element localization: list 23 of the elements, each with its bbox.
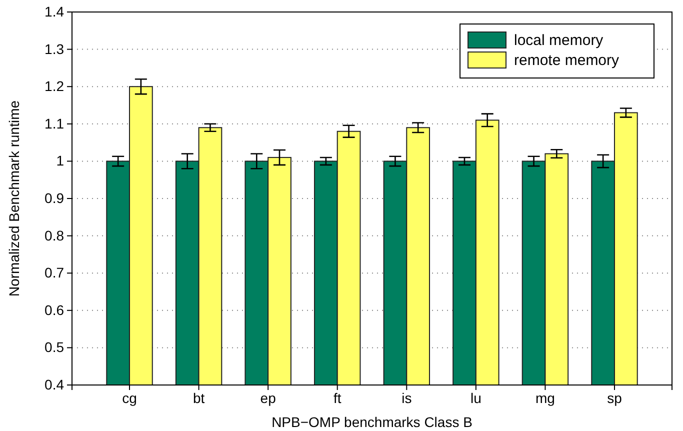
x-tick-label: mg [535,390,555,406]
y-tick-label: 1.3 [44,40,64,57]
y-tick-label: 0.4 [44,376,64,392]
x-tick-label: cg [122,390,137,406]
y-tick-label: 0.6 [44,302,64,318]
x-tick-label: lu [470,390,482,406]
legend-label: local memory [514,32,604,49]
x-tick-label: ep [260,390,276,406]
y-tick-label: 1.1 [44,115,64,132]
y-tick-label: 0.7 [44,264,64,281]
y-tick-label: 1.4 [44,3,64,20]
y-axis-title: Normalized Benchmark runtime [6,100,22,297]
y-tick-label: 0.8 [44,227,64,244]
x-axis-title: NPB−OMP benchmarks Class B [272,414,472,430]
y-tick-label: 1 [56,152,64,169]
y-tick-label: 0.5 [44,339,64,356]
x-tick-label: sp [607,390,622,406]
x-tick-label: ft [333,390,342,406]
legend-label: remote memory [514,52,620,69]
y-tick-label: 0.9 [44,190,64,206]
x-tick-label: is [402,390,412,406]
x-tick-label: bt [192,390,205,406]
y-tick-label: 1.2 [44,78,64,94]
